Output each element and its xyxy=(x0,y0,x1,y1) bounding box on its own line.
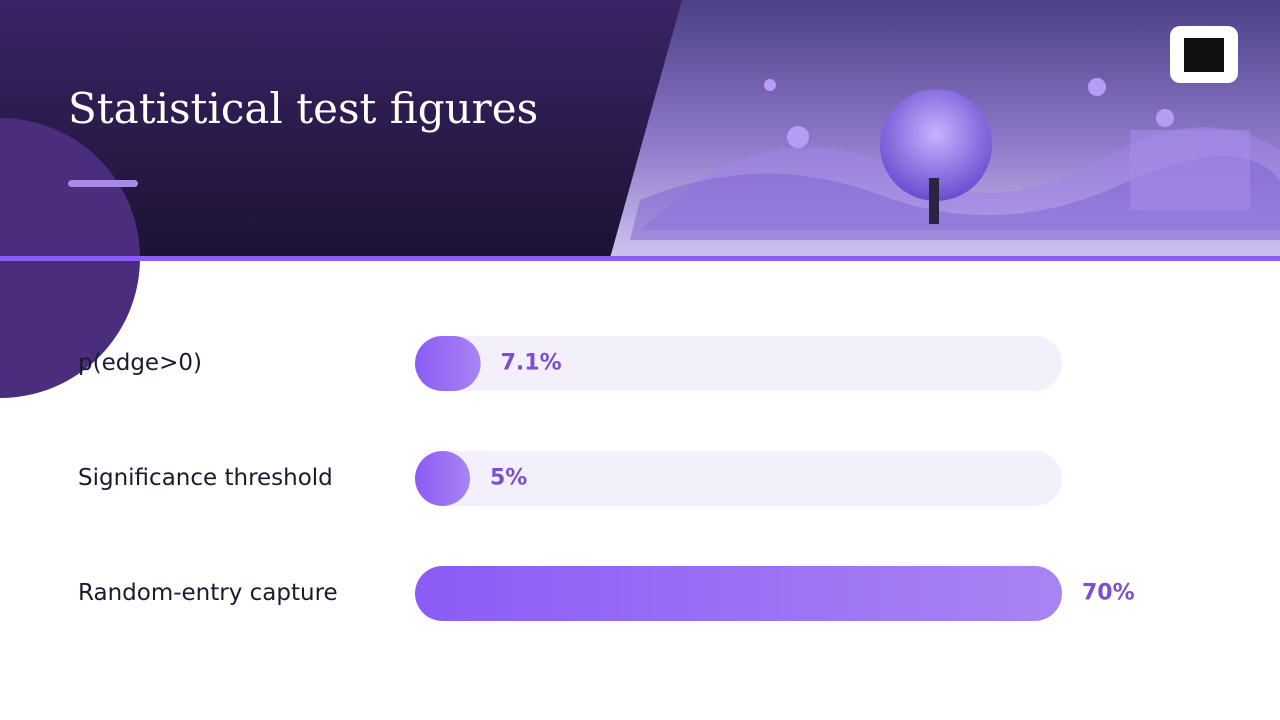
logo-image xyxy=(1184,38,1224,72)
orb xyxy=(1088,78,1106,96)
orb xyxy=(764,79,776,91)
title-underline xyxy=(68,180,138,187)
chart-title: Statistical test figures xyxy=(68,84,538,133)
value-label: 7.1% xyxy=(501,351,562,376)
header-stripe xyxy=(0,256,1280,261)
figure xyxy=(929,178,939,224)
category-label: Random-entry capture xyxy=(78,580,338,606)
orb xyxy=(880,89,992,201)
cubes xyxy=(1130,130,1250,210)
bar-track xyxy=(415,336,1062,391)
header: Statistical test figures xyxy=(0,0,1280,398)
value-label: 70% xyxy=(1082,581,1135,606)
bar-track xyxy=(415,451,1062,506)
bar xyxy=(415,336,481,391)
bar xyxy=(415,566,1062,621)
value-label: 5% xyxy=(490,466,527,491)
header-panel xyxy=(0,0,682,258)
category-label: p(edge>0) xyxy=(78,350,202,376)
orb xyxy=(787,126,809,148)
orb xyxy=(1156,109,1174,127)
wave xyxy=(630,156,1280,240)
category-label: Significance threshold xyxy=(78,465,333,491)
bar xyxy=(415,451,470,506)
